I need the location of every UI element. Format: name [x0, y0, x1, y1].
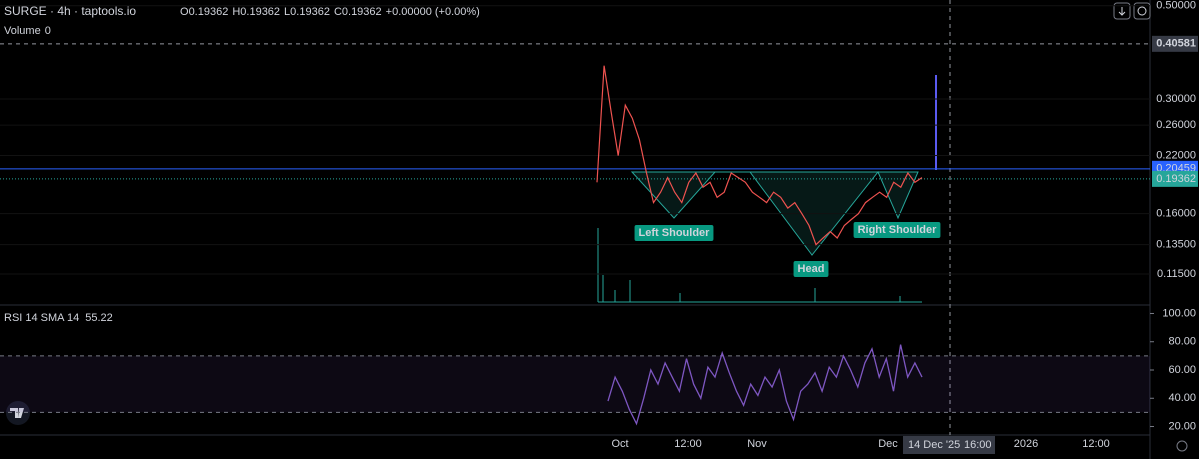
- ohlc-label: O: [180, 6, 189, 18]
- rsi-tick-label: 100.00: [1162, 307, 1196, 319]
- volume-value: 0: [45, 25, 51, 37]
- last-price-box: [1152, 170, 1198, 187]
- rsi-line: [607, 344, 923, 426]
- head-shoulders-pattern: [630, 171, 919, 256]
- price-tick-label: 0.26000: [1156, 119, 1196, 131]
- ohlc-value: 0.19362: [342, 6, 382, 18]
- price-tick-label: 0.11500: [1157, 268, 1196, 280]
- rsi-tick-label: 60.00: [1168, 364, 1196, 376]
- crosshair-price-label: 0.40581: [1156, 38, 1196, 50]
- price-tick-label: 0.13500: [1156, 239, 1196, 251]
- tv-logo: [6, 401, 30, 425]
- pattern-label: Left Shoulder: [639, 227, 711, 239]
- time-label: 12:00: [1082, 438, 1110, 450]
- price-line-series: [596, 65, 923, 246]
- pattern-label-box: [853, 222, 941, 238]
- change: +0.00000 (+0.00%): [386, 6, 480, 18]
- crosshair-time-box: [903, 436, 995, 454]
- time-label: Oct: [611, 438, 628, 450]
- ohlc-label: C: [334, 6, 342, 18]
- crosshair-time-label: 14 Dec '25: [908, 439, 960, 451]
- time-label: 2026: [1014, 438, 1038, 450]
- ohlc-value: 0.19362: [240, 6, 280, 18]
- pattern-label-box: [634, 225, 714, 241]
- symbol: SURGE · 4h · taptools.io: [4, 4, 136, 18]
- pattern-label: Right Shoulder: [858, 224, 938, 236]
- rsi-value: 55.22: [85, 312, 113, 324]
- settings-icon[interactable]: [1176, 440, 1188, 452]
- time-label: 12:00: [674, 438, 702, 450]
- ohlc-value: 0.19362: [290, 6, 330, 18]
- crosshair-time-value: 16:00: [964, 439, 992, 451]
- price-tick-label: 0.22000: [1156, 149, 1196, 161]
- ohlc-value: 0.19362: [189, 6, 229, 18]
- time-label: Dec: [878, 438, 898, 450]
- price-tick-label: 0.30000: [1156, 93, 1196, 105]
- volume-bars: [597, 228, 901, 302]
- rsi-band-fill: [0, 355, 1150, 413]
- rsi-label: RSI 14 SMA 14: [4, 312, 79, 324]
- rsi-tick-label: 40.00: [1168, 392, 1196, 404]
- pattern-label-box: [793, 261, 829, 277]
- volume-label: Volume: [4, 25, 41, 37]
- crosshair-price-box: [1152, 35, 1198, 52]
- rsi-tick-label: 20.00: [1168, 420, 1196, 432]
- toolbar-buttons[interactable]: [1113, 2, 1151, 20]
- rsi-tick-label: 80.00: [1168, 336, 1196, 348]
- ohlc-label: H: [232, 6, 240, 18]
- time-label: Nov: [747, 438, 767, 450]
- pattern-label: Head: [798, 263, 825, 275]
- last-price-label: 0.19362: [1156, 173, 1196, 185]
- ohlc-label: L: [284, 6, 290, 18]
- price-tick-label: 0.16000: [1156, 208, 1196, 220]
- price-tick-label: 0.50000: [1156, 0, 1196, 12]
